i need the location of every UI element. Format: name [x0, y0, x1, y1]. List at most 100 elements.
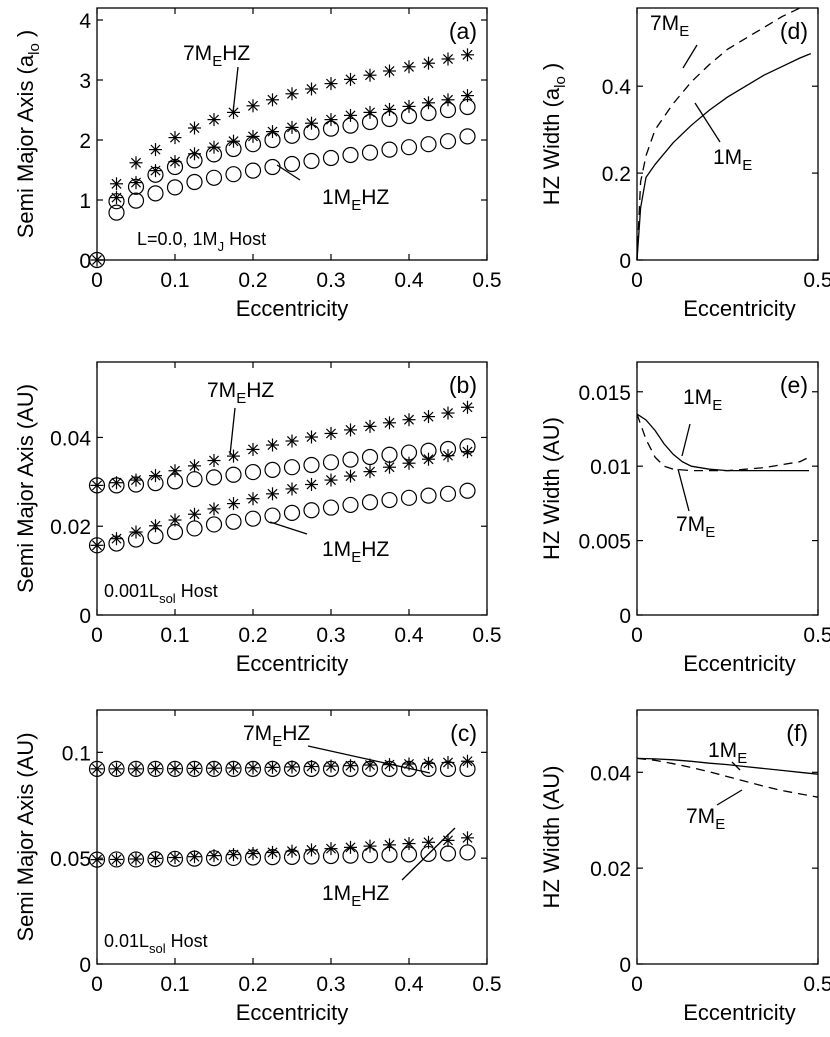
data-point-star — [129, 156, 143, 170]
data-point-circle — [381, 491, 398, 509]
data-point-star — [90, 762, 104, 776]
data-point-star — [207, 113, 221, 127]
data-point-circle — [322, 760, 340, 777]
data-point-star — [441, 406, 455, 420]
data-point-star-stroke — [91, 763, 103, 774]
x-tick-label: 0 — [631, 624, 643, 647]
data-point-star — [285, 760, 299, 774]
data-point-star — [441, 52, 455, 66]
data-point-circle — [108, 477, 125, 494]
annotation-label: 1MEHZ — [322, 882, 389, 910]
data-point-star-stroke — [345, 424, 356, 435]
annotation-label: L=0.0, 1MJ Host — [137, 229, 266, 254]
data-point-circle — [459, 128, 476, 145]
data-point-star — [383, 416, 396, 430]
data-point-circle — [147, 166, 164, 183]
data-point-circle — [400, 760, 418, 777]
data-point-star — [188, 850, 201, 864]
data-point-star — [383, 102, 396, 116]
data-point-star-stroke — [267, 94, 278, 105]
data-point-star — [324, 77, 338, 91]
panel-label: (d) — [780, 18, 808, 44]
x-tick-label: 0 — [91, 269, 103, 292]
data-point-star — [363, 465, 377, 479]
data-point-circle — [283, 127, 301, 144]
annotation-label-part: 7M — [207, 379, 236, 402]
data-point-circle — [88, 251, 106, 269]
annotation-pointer — [731, 761, 741, 771]
annotation-label: 1MEHZ — [322, 186, 389, 214]
data-point-star — [344, 469, 357, 483]
data-point-star-stroke — [267, 488, 278, 499]
panel-label: (b) — [449, 372, 477, 398]
data-point-star — [402, 413, 416, 427]
y-axis-label-part: lo — [26, 43, 43, 55]
data-point-circle — [381, 846, 398, 863]
data-point-star — [168, 762, 182, 776]
data-point-star-stroke — [286, 846, 298, 857]
data-point-circle — [205, 760, 223, 777]
x-tick-label: 0.5 — [472, 269, 501, 292]
data-point-circle — [322, 149, 340, 167]
x-tick-label: 0.4 — [394, 269, 424, 292]
x-tick-label: 0.3 — [316, 624, 345, 647]
data-point-circle — [459, 482, 476, 499]
data-point-star-stroke — [423, 454, 434, 465]
panel-label: (c) — [450, 720, 477, 746]
data-point-star — [110, 177, 123, 191]
panel-label: (a) — [449, 18, 477, 44]
data-point-circle — [127, 178, 145, 195]
data-point-circle — [166, 850, 184, 867]
x-tick-label: 0.4 — [394, 973, 424, 996]
data-point-star-stroke — [306, 118, 317, 129]
x-tick-label: 0.1 — [160, 269, 189, 292]
data-point-star-stroke — [286, 761, 298, 772]
data-point-star-stroke — [286, 483, 298, 494]
data-point-circle — [225, 760, 242, 777]
y-tick-label: 0 — [79, 605, 91, 628]
data-point-circle — [205, 169, 223, 186]
data-point-circle — [361, 113, 379, 131]
data-point-circle — [127, 760, 145, 777]
data-point-circle — [225, 140, 242, 158]
data-point-star — [90, 253, 104, 267]
data-point-star-stroke — [150, 853, 161, 864]
data-point-circle — [244, 162, 262, 179]
data-point-circle — [186, 760, 203, 777]
data-point-circle — [381, 141, 398, 158]
data-point-star — [344, 72, 357, 86]
x-axis-label: Eccentricity — [683, 651, 795, 676]
annotation-label-part: L=0.0, 1M — [137, 229, 218, 249]
data-point-star — [246, 761, 260, 775]
annotation-label: 7ME — [650, 12, 689, 40]
data-point-circle — [400, 444, 418, 461]
y-tick-label: 0 — [619, 250, 631, 273]
annotation-label: 0.001Lsol Host — [104, 581, 218, 606]
data-point-star — [149, 143, 162, 157]
x-tick-label: 0.5 — [803, 973, 830, 996]
x-tick-label: 0.4 — [394, 624, 424, 647]
annotation-pointer — [307, 745, 431, 774]
panel-label: (f) — [786, 720, 808, 746]
data-point-circle — [88, 477, 106, 494]
data-point-star — [90, 478, 104, 492]
data-point-circle — [264, 131, 281, 149]
x-tick-label: 0.3 — [316, 973, 345, 996]
data-point-star-stroke — [228, 451, 239, 462]
data-point-circle — [264, 461, 281, 478]
data-point-star — [188, 121, 201, 135]
data-point-star — [90, 538, 104, 552]
data-point-star-stroke — [189, 509, 200, 520]
data-point-circle — [244, 760, 262, 777]
data-point-star-stroke — [169, 465, 181, 476]
data-point-star-stroke — [208, 850, 220, 861]
data-point-star-stroke — [247, 444, 259, 455]
data-point-star-stroke — [91, 480, 103, 491]
annotation-label-part: 1M — [683, 386, 712, 409]
annotation-label-part: 1M — [713, 146, 742, 169]
annotation-label: 1ME — [683, 386, 722, 414]
y-tick-label: 0.01 — [590, 456, 631, 479]
data-point-star — [461, 89, 474, 103]
plot-frame-a — [96, 7, 488, 261]
x-tick-label: 0.3 — [316, 269, 345, 292]
